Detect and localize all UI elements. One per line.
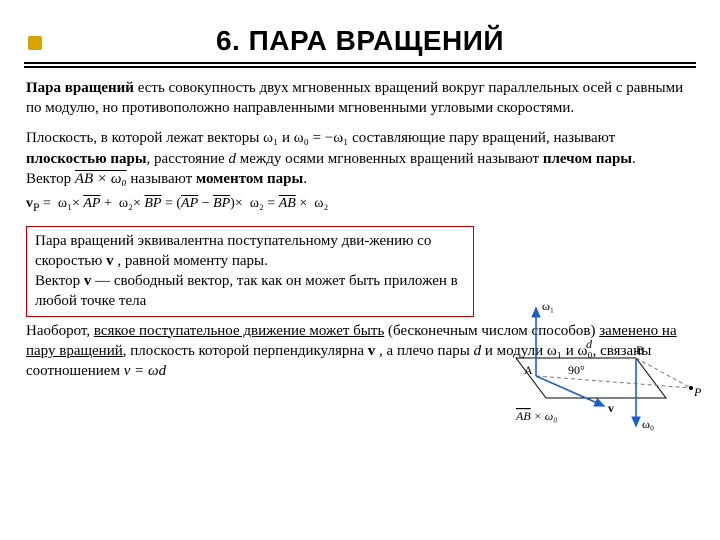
- term-arm: плечом пары: [543, 151, 632, 167]
- under-text: всякое поступательное движение может быт…: [94, 323, 384, 339]
- text: , равной моменту пары.: [114, 253, 268, 269]
- title-rule-bot: [24, 66, 696, 68]
- intro-bold: Пара вращений: [26, 80, 134, 96]
- text: .: [303, 171, 307, 187]
- text: Вектор: [35, 273, 84, 289]
- intro-paragraph: Пара вращений есть совокупность двух мгн…: [26, 78, 694, 119]
- boxed-statement: Пара вращений эквивалентна поступательно…: [26, 226, 474, 317]
- pair-rotation-diagram: A B ω₁ ω₀ d P 90° v AB × ω₀: [486, 288, 706, 438]
- velocity-equation: vP = ω₁× AP + ω₂× BP = (AP − BP)× ω₂ = A…: [26, 195, 694, 216]
- omega1: ω₁: [263, 130, 278, 146]
- title-rule-top: [24, 62, 696, 64]
- distance-d: d: [474, 343, 482, 359]
- label-omega1: ω₁: [542, 299, 554, 313]
- text: Наоборот,: [26, 323, 94, 339]
- term-moment: моментом пары: [196, 171, 303, 187]
- text: , расстояние: [147, 151, 229, 167]
- label-d: d: [586, 337, 593, 351]
- slide-bullet: [28, 36, 42, 50]
- definition-paragraph: Плоскость, в которой лежат векторы ω₁ и …: [26, 128, 694, 189]
- distance-d: d: [228, 151, 236, 167]
- label-ABw: AB × ω₀: [515, 409, 557, 423]
- text: составляющие пару вращений, называют: [348, 130, 615, 146]
- omega0: ω₀ = −ω₁: [294, 130, 349, 146]
- label-v: v: [608, 401, 614, 415]
- relation-eq: v = ωd: [124, 363, 166, 379]
- moment-vector: AB × ω₀: [75, 171, 127, 187]
- label-B: B: [636, 343, 644, 357]
- text: , а плечо пары: [375, 343, 473, 359]
- text: называют: [127, 171, 196, 187]
- label-A: A: [524, 363, 533, 377]
- text: Плоскость, в которой лежат векторы: [26, 130, 263, 146]
- label-P: P: [693, 385, 702, 399]
- label-omega0: ω₀: [642, 417, 654, 431]
- term-plane: плоскостью пары: [26, 151, 147, 167]
- label-angle: 90°: [568, 363, 585, 377]
- text: , плоскость которой перпендикулярна: [123, 343, 368, 359]
- slide-title: 6. ПАРА ВРАЩЕНИЙ: [24, 22, 696, 60]
- velocity-v: v: [106, 253, 114, 269]
- text: и: [278, 130, 294, 146]
- text: между осями мгновенных вращений называют: [236, 151, 543, 167]
- text: — свободный вектор, так как он может быт…: [35, 273, 458, 309]
